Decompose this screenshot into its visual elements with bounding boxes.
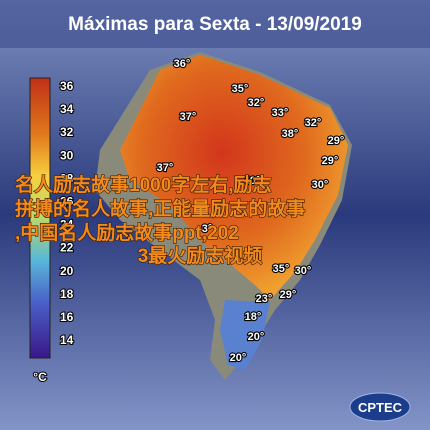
temperature-label: 38°	[282, 128, 299, 140]
scale-tick-label: 32	[60, 125, 74, 139]
overlay-text: 名人励志故事1000字左右,励志拼搏的名人故事,正能量励志的故事,中国名人励志故…	[14, 172, 305, 267]
scale-unit: °C	[33, 370, 47, 384]
temperature-label: 32°	[248, 97, 265, 109]
scale-ticks: 36 34 32 30 28 26 24 22 20 18 16 14	[59, 78, 75, 348]
scale-tick-label: 22	[60, 241, 74, 255]
brazil-temperature	[120, 55, 348, 300]
color-scale	[29, 77, 51, 359]
temperature-label: 29°	[328, 135, 345, 147]
title: Máximas para Sexta - 13/09/2019	[68, 14, 362, 35]
temperature-label: 37°	[180, 111, 197, 123]
overlay-line: 名人励志故事1000字左右,励志	[15, 173, 272, 196]
temperature-label: 37°	[157, 162, 174, 174]
scale-tick-label: 20	[60, 264, 74, 278]
temperature-label: 20°	[230, 352, 247, 364]
temperature-label: 32°	[305, 117, 322, 129]
temperature-label: 35°	[232, 83, 249, 95]
temperature-label: 35°	[273, 263, 290, 275]
temperature-label: 29°	[322, 155, 339, 167]
scale-tick-label: 28	[60, 171, 74, 185]
temperature-label: 3°	[202, 223, 213, 235]
temperature-label: 18°	[245, 311, 262, 323]
overlay-line: ,中国名人励志故事ppt,202	[15, 221, 239, 244]
scale-tick-label: 16	[60, 310, 74, 324]
temperature-label: 40°	[244, 175, 261, 187]
overlay-line: 3最火励志视频	[138, 244, 263, 267]
overlay-line: 拼搏的名人故事,正能量励志的故事	[15, 197, 305, 220]
south-cold	[220, 300, 270, 370]
temperature-label: 20°	[248, 331, 265, 343]
scale-tick-label: 24	[60, 218, 74, 232]
temperature-label: 33°	[272, 107, 289, 119]
scale-tick-label: 14	[60, 333, 74, 347]
scale-tick-label: 34	[60, 102, 74, 116]
logo-badge	[349, 392, 411, 422]
temperature-label: 30°	[312, 179, 329, 191]
temperature-label: 30°	[295, 265, 312, 277]
temperature-label: 29°	[280, 289, 297, 301]
scale-tick-label: 30	[60, 148, 74, 162]
logo: CPTEC	[358, 400, 403, 415]
temperature-label: 36°	[174, 58, 191, 70]
title-bar	[0, 0, 430, 48]
temperature-labels: 36° 35° 32° 37° 33° 32° 38° 29° 29° 37° 40° 30° 3° 35…	[156, 57, 346, 365]
scale-tick-label: 18	[60, 287, 74, 301]
temperature-label: 23°	[256, 293, 273, 305]
scale-tick-label: 36	[60, 79, 74, 93]
scale-tick-label: 26	[60, 195, 74, 209]
